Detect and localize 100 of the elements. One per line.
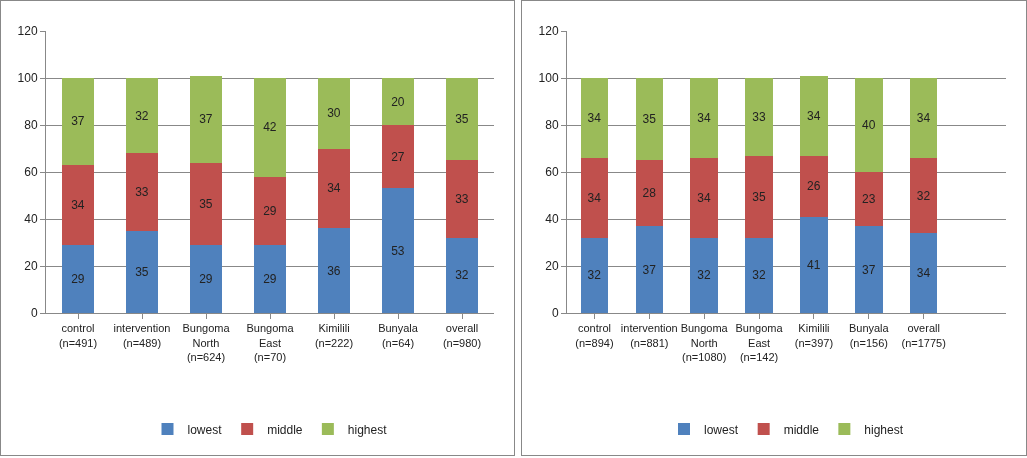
bar [909, 78, 938, 158]
bar [318, 148, 350, 229]
data-label: 32 [916, 188, 931, 203]
x-tick-label: Kimilili (n=397) [794, 322, 834, 349]
bar [580, 237, 609, 313]
data-label: 32 [587, 268, 602, 283]
bar [254, 176, 286, 245]
x-tick-label: Bunyala (n=64) [378, 322, 419, 349]
bar [446, 160, 478, 238]
x-tick-label: control (n=491) [58, 322, 98, 349]
bar [690, 237, 718, 313]
data-label: 41 [807, 257, 821, 272]
x-tick-label: overall (n=980) [442, 322, 482, 349]
bar [635, 78, 664, 161]
bar [382, 125, 414, 189]
data-label: 37 [861, 262, 876, 277]
y-tick-label: 100 [17, 71, 38, 86]
x-tick-label: Bungoma East (n=142) [735, 322, 784, 363]
data-label: 34 [916, 266, 931, 281]
data-label: 34 [587, 110, 602, 125]
x-tick-label: Kimilili (n=222) [314, 322, 354, 349]
bar [126, 230, 158, 313]
legend-label: lowest [187, 422, 223, 437]
x-tick-label: Bungoma North (n=624) [182, 322, 231, 363]
y-tick-label: 40 [545, 212, 559, 227]
y-tick-label: 20 [24, 259, 38, 274]
y-tick-label: 20 [545, 259, 559, 274]
data-label: 34 [916, 110, 931, 125]
data-label: 35 [752, 189, 766, 204]
data-label: 35 [455, 112, 469, 127]
y-tick-label: 80 [545, 118, 559, 133]
bar [62, 244, 94, 313]
data-label: 34 [807, 108, 821, 123]
data-label: 34 [327, 181, 341, 196]
y-tick-label: 120 [17, 24, 38, 39]
data-label: 32 [697, 268, 712, 283]
bar [190, 244, 222, 313]
y-tick-label: 0 [30, 306, 38, 321]
bar [446, 237, 478, 313]
bar [254, 78, 286, 177]
legend-label: highest [864, 422, 904, 437]
bar [190, 75, 222, 163]
bar [909, 157, 938, 234]
y-tick-label: 100 [538, 71, 559, 86]
bar [635, 226, 664, 313]
data-label: 33 [752, 109, 766, 124]
data-label: 29 [199, 271, 213, 286]
data-label: 53 [391, 243, 405, 258]
data-label: 37 [71, 114, 85, 129]
bar [855, 78, 883, 172]
data-label: 29 [71, 271, 85, 286]
data-label: 36 [327, 263, 341, 278]
x-tick-label: intervention (n=881) [620, 322, 678, 349]
data-label: 40 [861, 118, 876, 132]
bar [855, 226, 883, 313]
data-label: 35 [642, 112, 657, 127]
data-label: 27 [391, 149, 405, 164]
bar [909, 233, 938, 313]
data-label: 37 [642, 262, 657, 277]
data-label: 34 [71, 197, 85, 212]
data-label: 23 [861, 192, 876, 207]
bar [254, 244, 286, 313]
x-tick-label: intervention (n=489) [113, 322, 171, 349]
legend-label: middle [783, 422, 820, 437]
data-label: 34 [697, 190, 712, 205]
bar [690, 157, 718, 238]
x-tick-label: Bunyala (n=156) [848, 322, 890, 349]
bar [318, 78, 350, 149]
x-tick-label: Bungoma East (n=70) [246, 322, 295, 363]
legend-label: middle [267, 422, 303, 437]
data-label: 32 [135, 108, 149, 123]
x-tick-label: overall (n=1775) [901, 322, 946, 349]
bar [745, 78, 773, 156]
bar [800, 216, 828, 313]
data-label: 20 [391, 94, 405, 109]
y-tick-label: 120 [538, 24, 559, 39]
legend-label: lowest [704, 422, 739, 437]
x-tick-label: control (n=894) [575, 322, 614, 349]
bar [126, 78, 158, 154]
data-label: 28 [642, 186, 657, 201]
data-label: 29 [263, 271, 277, 286]
y-tick-label: 60 [24, 165, 38, 180]
y-tick-label: 0 [551, 306, 559, 321]
data-label: 32 [455, 268, 469, 283]
y-tick-label: 40 [24, 212, 38, 227]
bar [855, 172, 883, 227]
y-tick-label: 80 [24, 118, 38, 133]
data-label: 42 [263, 120, 277, 135]
bar [635, 160, 664, 227]
data-label: 29 [263, 203, 277, 218]
bar [190, 162, 222, 245]
bar [800, 75, 828, 156]
bar [126, 153, 158, 231]
data-label: 35 [135, 264, 149, 279]
data-label: 32 [752, 268, 766, 283]
bar [745, 237, 773, 313]
bar [62, 164, 94, 245]
legend-label: highest [347, 422, 388, 437]
bar [62, 78, 94, 165]
data-label: 26 [807, 179, 821, 194]
